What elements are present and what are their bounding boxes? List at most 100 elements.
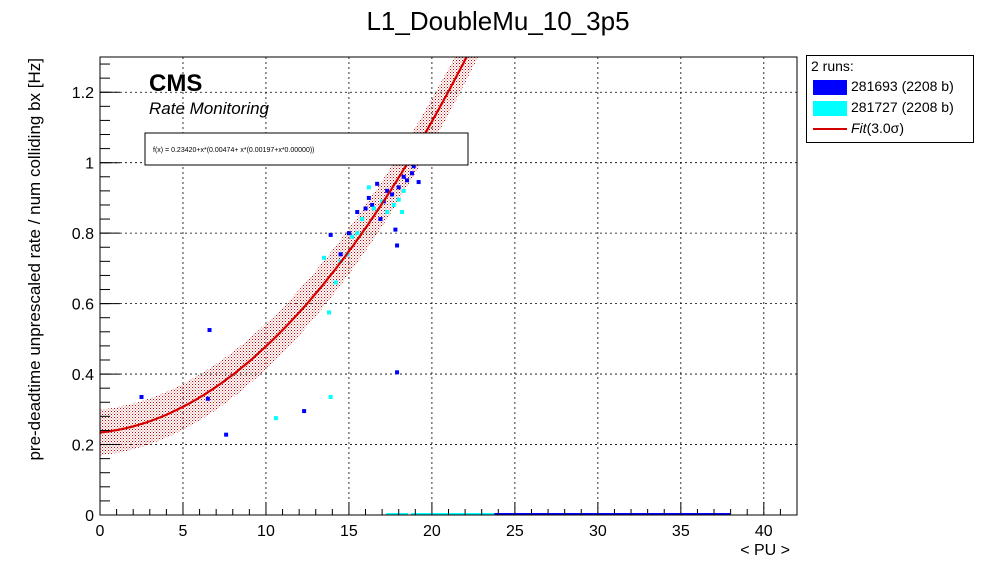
data-point [205, 396, 210, 401]
cms-sublabel: Rate Monitoring [149, 99, 270, 118]
data-point [661, 513, 684, 515]
legend-swatch-blue [813, 80, 847, 95]
data-point [360, 217, 365, 222]
data-point [391, 202, 396, 207]
legend-label: 281727 (2208 b) [851, 99, 954, 115]
x-tick-label: 30 [589, 523, 607, 540]
data-point [370, 202, 375, 207]
x-tick-label: 35 [672, 523, 690, 540]
data-point [371, 206, 376, 211]
x-tick-label: 0 [96, 523, 105, 540]
y-tick-label: 0.6 [72, 297, 94, 314]
legend-entry-run-281693: 281693 (2208 b) [811, 77, 973, 97]
data-point [424, 513, 447, 515]
axes: 0 5 10 15 20 25 30 35 40 0 0.2 0.4 0.6 0.8 1 1.2 [72, 63, 798, 540]
data-point [322, 255, 327, 260]
data-point [405, 178, 410, 183]
data-point [355, 231, 360, 236]
data-point [207, 328, 212, 333]
data-point [401, 188, 406, 193]
x-tick-label: 15 [340, 523, 358, 540]
data-point [644, 513, 667, 515]
data-point [390, 192, 395, 197]
legend-fit-word: Fit [851, 120, 867, 136]
data-point [678, 513, 701, 515]
data-point [328, 232, 333, 237]
y-tick-label: 0.8 [72, 226, 94, 243]
cms-label: CMS [149, 70, 202, 97]
data-point [708, 513, 731, 515]
data-point [545, 513, 568, 515]
data-point [528, 513, 551, 515]
data-point [346, 231, 351, 236]
data-point [363, 206, 368, 211]
data-point [224, 432, 229, 437]
legend-fit-sigma: (3.0σ) [866, 120, 904, 136]
y-tick-label: 1.2 [72, 85, 94, 102]
data-point [328, 394, 333, 399]
data-point [355, 210, 360, 215]
x-tick-label: 10 [257, 523, 275, 540]
legend: 2 runs: 281693 (2208 b) 281727 (2208 b) … [806, 55, 974, 143]
x-tick-label: 40 [755, 523, 773, 540]
data-point [578, 513, 601, 515]
data-point [395, 370, 400, 375]
data-point [401, 174, 406, 179]
data-point [139, 394, 144, 399]
data-point [386, 513, 409, 515]
fit-uncertainty-band [100, 57, 479, 456]
legend-label: Fit(3.0σ) [851, 120, 904, 136]
legend-entry-run-281727: 281727 (2208 b) [811, 98, 973, 118]
y-axis-label: pre-deadtime unprescaled rate / num coll… [25, 58, 44, 461]
legend-title: 2 runs: [811, 58, 854, 74]
data-point [400, 210, 405, 215]
y-tick-label: 0.2 [72, 438, 94, 455]
legend-swatch-cyan [813, 101, 847, 116]
data-point [495, 513, 518, 515]
data-point [385, 210, 390, 215]
data-point [611, 513, 634, 515]
legend-swatch-red-line [813, 128, 847, 130]
data-point [396, 185, 401, 190]
legend-label: 281693 (2208 b) [851, 78, 954, 94]
data-point [561, 513, 584, 515]
data-point [380, 199, 385, 204]
data-point [385, 188, 390, 193]
data-point [350, 234, 355, 239]
data-point [694, 513, 717, 515]
data-point [512, 513, 535, 515]
y-tick-label: 0 [85, 508, 94, 525]
data-point [595, 513, 618, 515]
data-point [393, 227, 398, 232]
data-point [416, 180, 421, 185]
x-tick-label: 25 [506, 523, 524, 540]
fit-line [100, 57, 468, 434]
fit-formula: f(x) = 0.23420+x*(0.00474+ x*(0.00197+x*… [153, 147, 315, 154]
fit-curve [100, 57, 468, 434]
y-tick-label: 0.4 [72, 367, 94, 384]
plot-frame [99, 56, 798, 516]
fit-formula-box [144, 132, 469, 166]
grid-lines [100, 57, 797, 515]
data-point [366, 195, 371, 200]
data-point [327, 310, 332, 315]
data-point [472, 513, 495, 515]
data-point [628, 513, 651, 515]
x-tick-label: 20 [423, 523, 441, 540]
data-point [302, 409, 307, 414]
data-point [396, 197, 401, 202]
data-point [378, 217, 383, 222]
data-point [450, 513, 473, 515]
y-tick-label: 1 [85, 156, 94, 173]
data-point [409, 171, 414, 176]
chart-title: L1_DoubleMu_10_3p5 [366, 6, 629, 36]
data-point [273, 416, 278, 421]
data-point [411, 164, 416, 169]
data-point [333, 280, 338, 285]
x-tick-label: 5 [179, 523, 188, 540]
data-point [366, 185, 371, 190]
data-points [139, 164, 731, 515]
data-point [338, 252, 343, 257]
data-point [395, 243, 400, 248]
